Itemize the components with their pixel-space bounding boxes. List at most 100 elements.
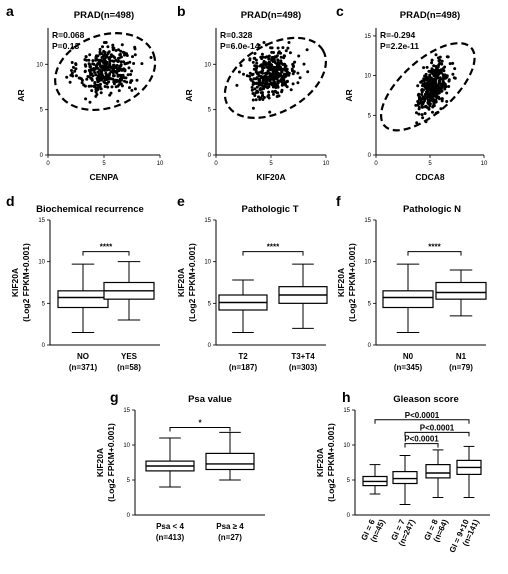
data-point	[130, 69, 134, 73]
data-point	[253, 56, 257, 60]
data-point	[422, 77, 426, 81]
data-point	[84, 97, 88, 101]
data-point	[279, 55, 283, 59]
data-point	[266, 86, 270, 90]
data-point	[275, 71, 279, 75]
data-point	[434, 69, 438, 73]
data-point	[124, 62, 128, 65]
data-point	[423, 82, 427, 86]
data-point	[253, 87, 257, 91]
y-tick-label: 5	[208, 108, 212, 114]
data-point	[440, 59, 444, 63]
data-point	[445, 100, 449, 103]
data-point	[420, 80, 423, 84]
x-axis-label-c: CDCA8	[415, 172, 445, 182]
data-point	[287, 71, 291, 75]
panel-label-h: h	[342, 389, 351, 405]
data-point	[78, 76, 82, 80]
data-point	[80, 78, 84, 82]
data-point	[237, 70, 241, 74]
data-point	[268, 67, 272, 71]
data-point	[255, 61, 259, 65]
scatter-plot-c	[373, 28, 485, 158]
data-point	[98, 47, 102, 51]
data-point	[291, 82, 295, 86]
data-point	[260, 82, 264, 85]
data-point	[279, 74, 283, 78]
category-label: YES	[121, 352, 138, 361]
y-tick-label: 0	[208, 153, 212, 159]
data-point	[107, 74, 111, 77]
y-axis-label-c: AR	[344, 89, 354, 101]
data-point	[279, 61, 283, 65]
y-axis-label-g: KIF20A	[95, 448, 105, 477]
stat-label: P=0.13	[52, 41, 79, 51]
data-point	[267, 57, 271, 61]
data-point	[284, 72, 288, 76]
data-point	[296, 81, 300, 85]
data-point	[104, 55, 108, 59]
y-tick-label: 15	[38, 218, 45, 224]
y-tick-label: 0	[208, 343, 212, 349]
data-point	[451, 72, 455, 76]
y-tick-label: 5	[42, 301, 46, 307]
category-label: N1	[456, 352, 467, 361]
data-point	[416, 84, 420, 88]
y-tick-label: 5	[40, 108, 44, 114]
data-point	[88, 65, 92, 69]
data-point	[306, 70, 310, 74]
data-point	[254, 70, 258, 74]
chart-title-c: PRAD(n=498)	[400, 10, 460, 21]
data-point	[100, 77, 104, 81]
significance-label: ****	[267, 243, 280, 252]
data-point	[253, 52, 257, 55]
y-axis-label-h: KIF20A	[315, 448, 325, 477]
data-point	[257, 74, 261, 78]
data-point	[438, 71, 441, 75]
data-point	[259, 91, 263, 95]
x-tick-label: 10	[323, 161, 330, 167]
y-axis-unit-f: (Log2 FPKM+0.001)	[347, 243, 357, 322]
data-point	[282, 54, 286, 58]
data-point	[99, 82, 102, 86]
data-point	[432, 104, 436, 108]
data-point	[263, 78, 267, 82]
x-tick-label: 5	[102, 161, 106, 167]
data-point	[100, 65, 103, 69]
data-point	[253, 94, 257, 97]
data-point	[93, 71, 97, 74]
data-point	[119, 60, 123, 64]
data-point	[92, 84, 96, 88]
data-point	[245, 74, 249, 78]
data-point	[91, 59, 95, 63]
data-point	[293, 60, 297, 64]
data-point	[432, 100, 436, 104]
data-point	[271, 70, 275, 74]
data-point	[121, 50, 125, 54]
data-point	[74, 67, 78, 71]
y-tick-label: 10	[123, 443, 130, 449]
y-axis-label-d: KIF20A	[10, 268, 20, 297]
x-tick-label: 10	[481, 161, 488, 167]
data-point	[440, 62, 444, 66]
data-point	[281, 46, 285, 50]
data-point	[437, 59, 441, 63]
box-iqr	[57, 290, 109, 309]
data-point	[129, 73, 133, 76]
data-point	[269, 46, 273, 50]
significance-bracket	[407, 251, 462, 256]
stat-label: R=0.068	[52, 30, 85, 40]
data-point	[87, 68, 91, 72]
data-point	[133, 47, 137, 51]
sample-size-label: (n=79)	[449, 363, 473, 372]
sample-size-label: (n=371)	[69, 363, 98, 372]
data-point	[432, 64, 436, 68]
y-axis-unit-h: (Log2 FPKM+0.001)	[326, 423, 336, 502]
data-point	[106, 85, 110, 89]
data-point	[424, 77, 428, 81]
data-point	[283, 75, 287, 79]
data-point	[111, 46, 115, 49]
data-point	[434, 53, 438, 57]
data-point	[266, 76, 270, 80]
